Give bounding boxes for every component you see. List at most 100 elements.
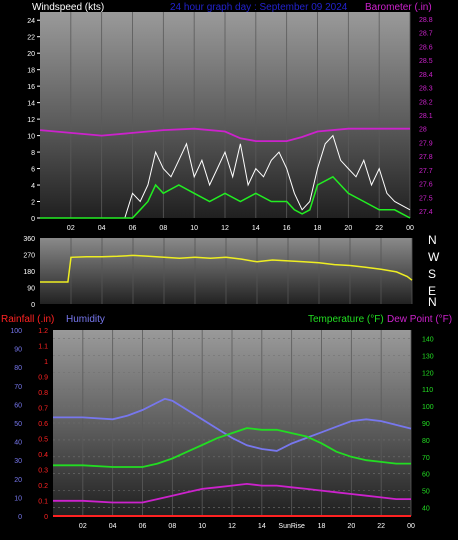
- wind-y-tick-label: 4: [31, 183, 35, 190]
- baro-y-tick-label: 27.6: [419, 182, 433, 189]
- humidity-y-tick-label: 100: [10, 328, 22, 335]
- wind-y-tick-label: 22: [27, 35, 35, 42]
- wind-y-tick-label: 24: [27, 18, 35, 25]
- baro-y-tick-label: 28.7: [419, 31, 433, 38]
- rain-y-tick-label: 0.9: [38, 375, 48, 382]
- climate-x-tick-label: 18: [318, 523, 326, 530]
- dewpoint-axis-title: Dew Point (°F): [387, 314, 453, 325]
- rain-y-tick-label: 0.6: [38, 421, 48, 428]
- humidity-y-tick-label: 30: [14, 458, 22, 465]
- humidity-y-tick-label: 20: [14, 477, 22, 484]
- humidity-y-tick-label: 80: [14, 365, 22, 372]
- rain-y-tick-label: 0.5: [38, 437, 48, 444]
- wind-x-tick-label: 18: [314, 225, 322, 232]
- direction-y-tick-label: 360: [23, 236, 35, 243]
- wind-x-tick-label: 10: [190, 225, 198, 232]
- wind-y-tick-label: 2: [31, 200, 35, 207]
- rain-y-tick-label: 1: [44, 359, 48, 366]
- wind-y-tick-label: 16: [27, 84, 35, 91]
- temperature-axis-title: Temperature (°F): [308, 314, 384, 325]
- baro-y-tick-label: 28.4: [419, 72, 433, 79]
- direction-y-tick-label: 90: [27, 286, 35, 293]
- wind-x-tick-label: 12: [221, 225, 229, 232]
- baro-y-tick-label: 28.1: [419, 113, 433, 120]
- humidity-y-tick-label: 50: [14, 421, 22, 428]
- direction-y-tick-label: 270: [23, 253, 35, 260]
- windspeed-line: [40, 134, 411, 219]
- compass-n-bottom: N: [428, 295, 437, 309]
- wind-x-tick-label: 08: [159, 225, 167, 232]
- wind-x-tick-label: 22: [375, 225, 383, 232]
- wind-x-tick-label: 16: [283, 225, 291, 232]
- baro-y-tick-label: 28: [419, 127, 427, 134]
- compass-w: W: [428, 250, 440, 264]
- baro-y-tick-label: 27.9: [419, 140, 433, 147]
- climate-x-tick-label: 22: [377, 523, 385, 530]
- humidity-line: [53, 397, 412, 452]
- baro-y-tick-label: 28.2: [419, 99, 433, 106]
- compass-e: E: [428, 284, 436, 298]
- wind-direction-line: [40, 254, 413, 283]
- wind-y-tick-label: 18: [27, 68, 35, 75]
- climate-x-tick-label: SunRise: [278, 523, 305, 530]
- rain-y-tick-label: 0: [44, 514, 48, 521]
- humidity-axis-title: Humidity: [66, 314, 105, 325]
- temp-y-tick-label: 130: [422, 353, 434, 360]
- rain-y-tick-label: 0.7: [38, 406, 48, 413]
- direction-y-tick-label: 180: [23, 269, 35, 276]
- temp-y-tick-label: 90: [422, 421, 430, 428]
- rainfall-axis-title: Rainfall (.in): [1, 314, 55, 325]
- temp-y-tick-label: 50: [422, 489, 430, 496]
- wind-y-tick-label: 20: [27, 51, 35, 58]
- rain-y-tick-label: 1.1: [38, 344, 48, 351]
- climate-x-tick-label: 06: [139, 523, 147, 530]
- compass-s: S: [428, 267, 436, 281]
- climate-x-tick-label: 08: [168, 523, 176, 530]
- temp-y-tick-label: 70: [422, 455, 430, 462]
- barometer-line: [39, 127, 410, 143]
- humidity-y-tick-label: 10: [14, 495, 22, 502]
- dewpoint-line: [53, 482, 411, 504]
- baro-y-tick-label: 27.8: [419, 154, 433, 161]
- wind-x-tick-label: 06: [129, 225, 137, 232]
- wind-y-tick-label: 6: [31, 167, 35, 174]
- wind-y-tick-label: 14: [27, 101, 35, 108]
- climate-x-tick-label: 10: [198, 523, 206, 530]
- wind-x-tick-label: 00: [406, 225, 414, 232]
- humidity-y-tick-label: 60: [14, 402, 22, 409]
- wind-x-tick-label: 14: [252, 225, 260, 232]
- baro-y-tick-label: 27.5: [419, 195, 433, 202]
- climate-x-tick-label: 02: [79, 523, 87, 530]
- baro-y-tick-label: 28.3: [419, 86, 433, 93]
- climate-x-tick-label: 20: [347, 523, 355, 530]
- temp-y-tick-label: 60: [422, 472, 430, 479]
- wind-x-tick-label: 20: [344, 225, 352, 232]
- wind-y-tick-label: 10: [27, 134, 35, 141]
- temp-y-tick-label: 140: [422, 336, 434, 343]
- wind-x-tick-label: 02: [67, 225, 75, 232]
- compass-n-top: N: [428, 233, 437, 247]
- temp-y-tick-label: 110: [422, 387, 433, 394]
- wind-x-tick-label: 04: [98, 225, 106, 232]
- baro-y-tick-label: 27.4: [419, 209, 433, 216]
- rain-y-tick-label: 1.2: [38, 328, 48, 335]
- baro-y-tick-label: 28.5: [419, 58, 433, 65]
- wind-average-line: [40, 175, 411, 219]
- climate-x-tick-label: 04: [109, 523, 117, 530]
- temp-y-tick-label: 100: [422, 404, 434, 411]
- direction-y-tick-label: 0: [31, 302, 35, 309]
- temp-y-tick-label: 40: [422, 506, 430, 513]
- baro-y-tick-label: 27.7: [419, 168, 433, 175]
- wind-y-tick-label: 8: [31, 150, 35, 157]
- barometer-axis-title: Barometer (.in): [365, 2, 432, 13]
- baro-y-tick-label: 28.6: [419, 44, 433, 51]
- chart-title: 24 hour graph day : September 09 2024: [170, 2, 348, 13]
- rain-y-tick-label: 0.8: [38, 390, 48, 397]
- climate-x-tick-label: 14: [258, 523, 266, 530]
- humidity-y-tick-label: 0: [18, 514, 22, 521]
- humidity-y-tick-label: 40: [14, 440, 22, 447]
- humidity-y-tick-label: 90: [14, 347, 22, 354]
- wind-y-tick-label: 0: [31, 216, 35, 223]
- baro-y-tick-label: 28.8: [419, 17, 433, 24]
